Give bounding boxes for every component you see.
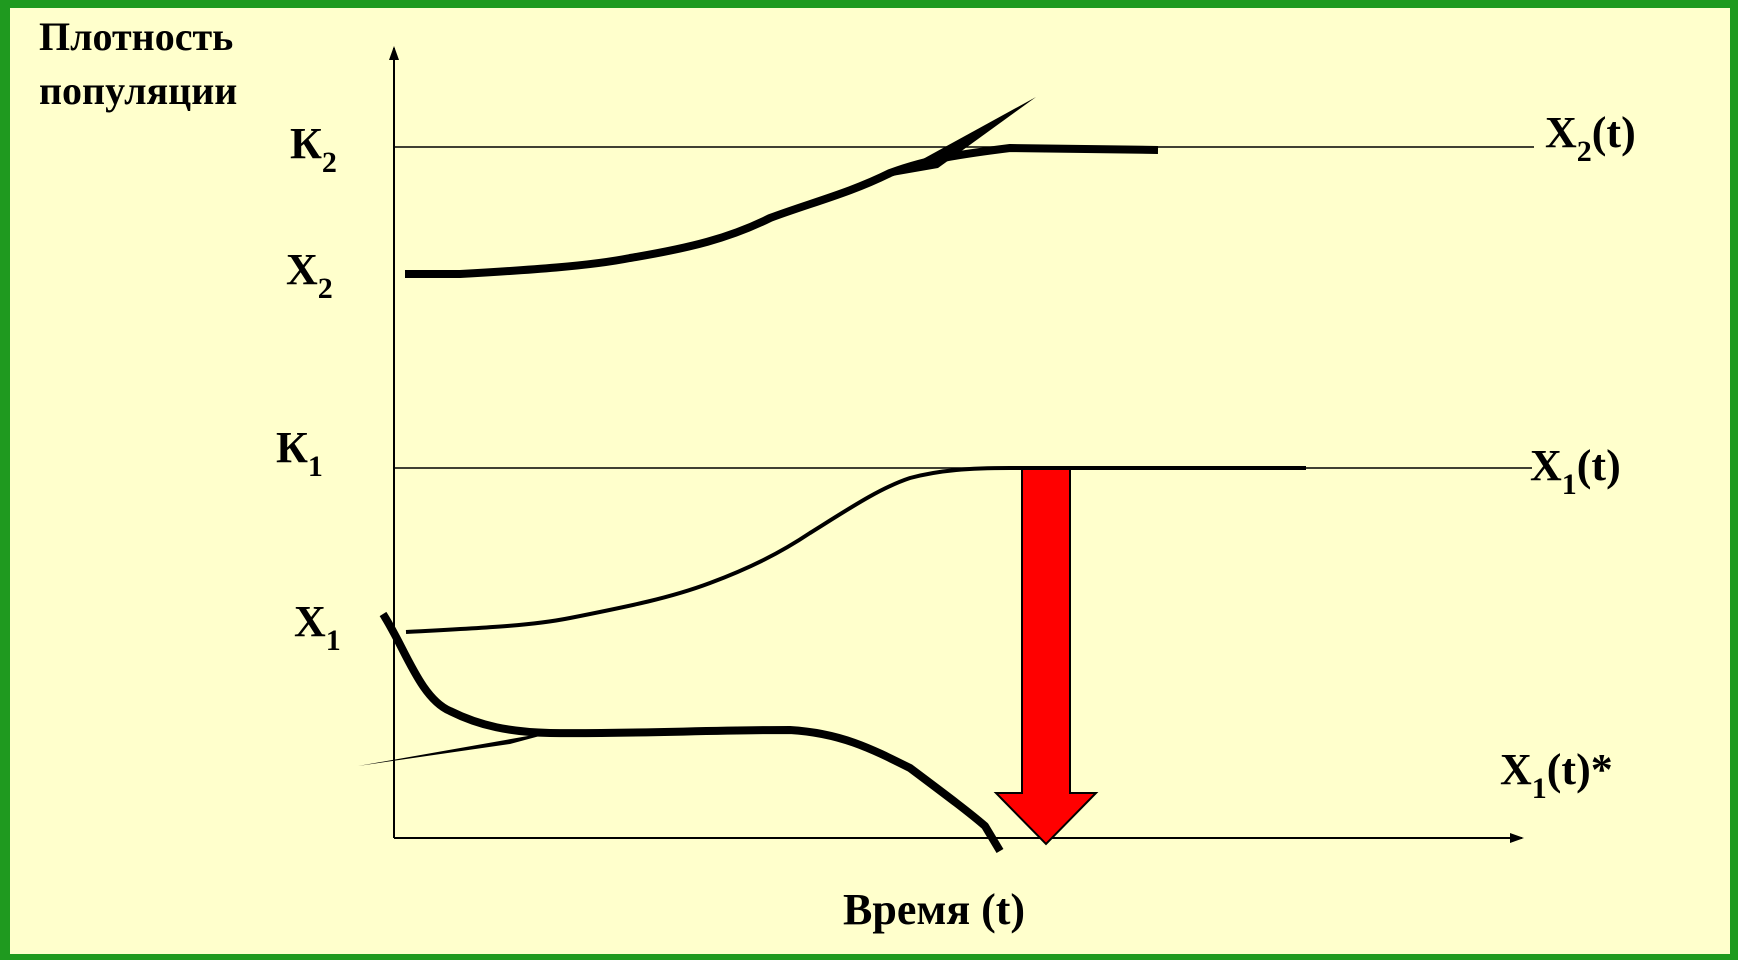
slide: Плотность популяции К2 X2 К1 X1 X2(t) X1…	[10, 8, 1730, 954]
x2-label: X2	[286, 245, 333, 305]
x2t-label: X2(t)	[1545, 108, 1636, 168]
y-axis-title-line1: Плотность	[39, 14, 234, 59]
k1-label: К1	[276, 423, 323, 483]
x1t-star-label: X1(t)*	[1500, 745, 1613, 805]
x1-label: X1	[294, 597, 341, 657]
y-axis-title-line2: популяции	[39, 68, 238, 113]
x1-curve	[405, 466, 1306, 634]
x-axis-title: Время (t)	[843, 885, 1026, 934]
x1-star-tangent-wedge	[358, 730, 562, 766]
decline-arrow	[993, 468, 1099, 846]
x1-star-curve	[379, 611, 1004, 854]
x2-curve	[405, 144, 1159, 278]
x2-tangent-wedge	[892, 97, 1036, 176]
population-density-diagram	[358, 46, 1534, 854]
k2-label: К2	[290, 119, 337, 179]
x1t-label: X1(t)	[1530, 441, 1621, 501]
y-axis-title: Плотность популяции	[39, 10, 237, 118]
